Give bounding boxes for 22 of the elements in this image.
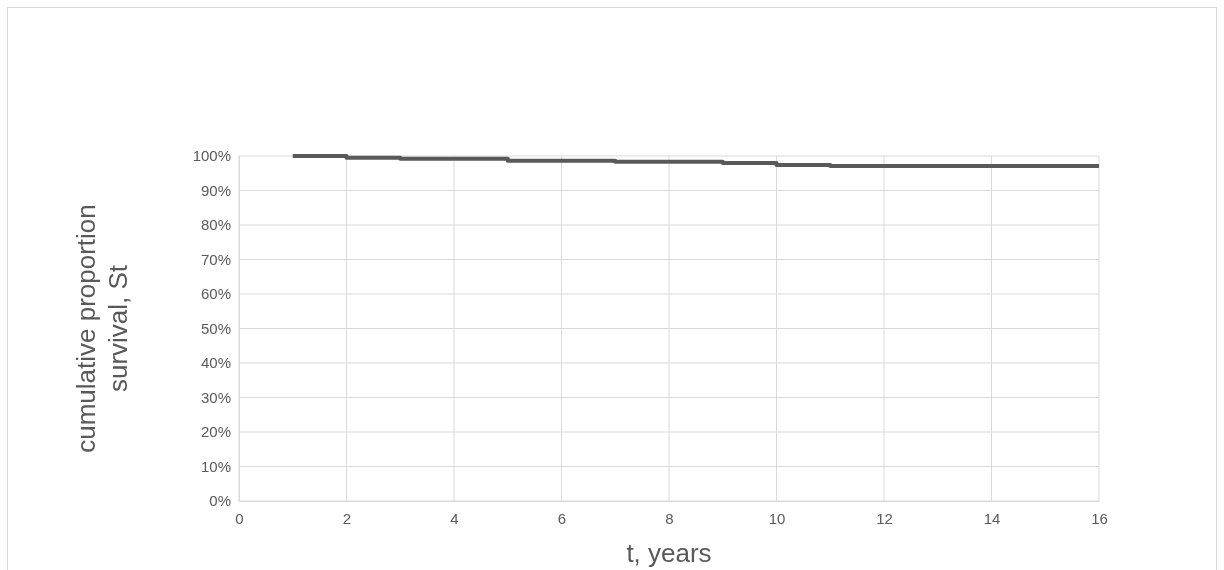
y-tick-label: 10% [200,457,231,475]
x-tick-label: 12 [876,509,893,527]
x-tick-label: 0 [235,509,244,527]
x-tick-label: 14 [983,509,1001,527]
x-tick-label: 8 [665,509,674,527]
x-tick-label: 2 [342,509,352,527]
y-tick-label: 90% [200,181,231,199]
x-tick-label: 4 [450,509,459,527]
y-tick-label: 30% [200,388,231,406]
y-tick-label: 60% [200,285,231,303]
x-tick-label: 16 [1091,509,1108,527]
y-tick-label: 100% [192,147,231,165]
y-tick-label: 70% [200,250,231,268]
x-axis-title: t, years [626,538,712,568]
y-tick-label: 20% [200,423,231,441]
x-tick-label: 10 [768,509,786,527]
y-axis-title: cumulative proportion survival, St [71,204,133,453]
x-tick-label: 6 [557,509,567,527]
y-tick-label: 40% [200,354,231,372]
y-tick-label: 80% [200,216,231,234]
y-tick-label: 0% [209,492,231,510]
y-tick-label: 50% [200,319,231,337]
